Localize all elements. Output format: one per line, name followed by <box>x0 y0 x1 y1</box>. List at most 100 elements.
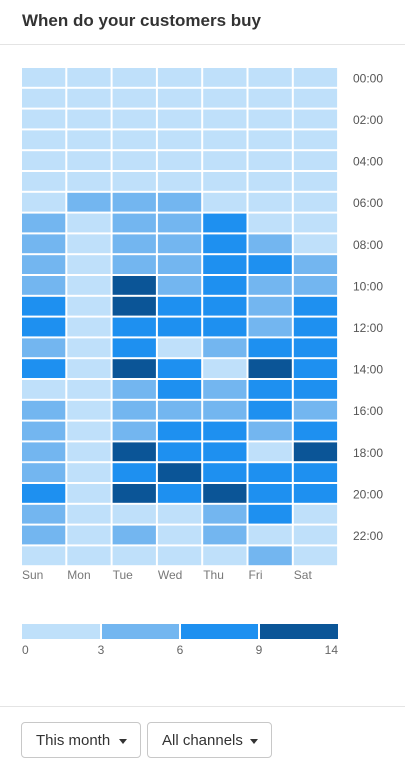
heatmap-cell <box>22 151 66 170</box>
heatmap-cell <box>67 68 111 87</box>
heatmap-cell <box>22 255 66 274</box>
hour-tick-label: 14:00 <box>353 363 383 377</box>
heatmap-cell <box>203 317 247 337</box>
heatmap-cell <box>112 421 156 441</box>
heatmap-cell <box>248 172 292 191</box>
heatmap-cell <box>67 192 111 212</box>
heatmap-cell <box>248 296 292 316</box>
heatmap-cell <box>67 421 111 441</box>
heatmap-cell <box>22 484 66 503</box>
legend-swatch <box>181 624 258 639</box>
heatmap-cell <box>248 151 292 170</box>
heatmap-cell <box>157 276 202 295</box>
heatmap-cell <box>203 68 247 87</box>
heatmap-cell <box>157 421 202 441</box>
heatmap-cell <box>67 504 111 524</box>
heatmap-cell <box>67 546 111 566</box>
heatmap-cell <box>203 338 247 358</box>
card-header: When do your customers buy <box>0 0 405 45</box>
heatmap-cell <box>203 421 247 441</box>
heatmap-cell <box>293 380 338 399</box>
heatmap-cell <box>112 255 156 274</box>
legend-tick-label: 9 <box>256 643 263 657</box>
heatmap-cell <box>67 88 111 108</box>
heatmap-cell <box>293 504 338 524</box>
hour-tick-label: 18:00 <box>353 446 383 460</box>
heatmap-cell <box>248 442 292 462</box>
heatmap-cell <box>112 234 156 254</box>
heatmap-cell <box>293 546 338 566</box>
heatmap-cell <box>22 380 66 399</box>
heatmap-cell <box>203 484 247 503</box>
heatmap-cell <box>293 525 338 545</box>
heatmap-cell <box>157 525 202 545</box>
heatmap-cell <box>112 151 156 170</box>
legend-swatch <box>22 624 100 639</box>
heatmap-cell <box>157 338 202 358</box>
heatmap-cell <box>293 442 338 462</box>
heatmap-cell <box>203 88 247 108</box>
heatmap-cell <box>293 213 338 233</box>
heatmap-cell <box>112 88 156 108</box>
heatmap-cell <box>22 359 66 378</box>
heatmap-cell <box>203 255 247 274</box>
heatmap-cell <box>157 504 202 524</box>
heatmap-cell <box>157 296 202 316</box>
heatmap-cell <box>293 359 338 378</box>
heatmap-cell <box>248 463 292 482</box>
heatmap-cell <box>157 359 202 378</box>
heatmap-cell <box>112 172 156 191</box>
heatmap-cell <box>22 442 66 462</box>
heatmap-cell <box>157 192 202 212</box>
heatmap-cell <box>112 317 156 337</box>
period-dropdown[interactable]: This month <box>21 722 141 758</box>
heatmap-cell <box>112 484 156 503</box>
heatmap-cell <box>157 151 202 170</box>
heatmap-cell <box>22 68 66 87</box>
heatmap-cell <box>293 172 338 191</box>
heatmap-cell <box>157 380 202 399</box>
hour-tick-label: 10:00 <box>353 279 383 293</box>
heatmap-cell <box>293 317 338 337</box>
chevron-down-icon <box>250 739 258 744</box>
heatmap-cell <box>203 296 247 316</box>
heatmap-cell <box>157 317 202 337</box>
hour-tick-label: 06:00 <box>353 196 383 210</box>
heatmap-cell <box>203 151 247 170</box>
heatmap-cell <box>248 338 292 358</box>
heatmap-cell <box>157 109 202 129</box>
heatmap-cell <box>157 546 202 566</box>
heatmap-cell <box>112 442 156 462</box>
day-tick-label: Fri <box>249 568 263 582</box>
hour-tick-label: 16:00 <box>353 404 383 418</box>
heatmap-cell <box>157 442 202 462</box>
heatmap-cell <box>22 400 66 420</box>
heatmap-cell <box>22 421 66 441</box>
heatmap-cell <box>293 338 338 358</box>
heatmap-cell <box>248 546 292 566</box>
heatmap-cell <box>22 317 66 337</box>
heatmap-cell <box>248 68 292 87</box>
heatmap-cell <box>67 525 111 545</box>
heatmap-cell <box>248 380 292 399</box>
heatmap-cell <box>293 296 338 316</box>
heatmap-cell <box>203 276 247 295</box>
heatmap-cell <box>112 338 156 358</box>
heatmap-cell <box>67 130 111 150</box>
heatmap-cell <box>22 546 66 566</box>
heatmap-cell <box>22 525 66 545</box>
channel-dropdown[interactable]: All channels <box>147 722 272 758</box>
heatmap-cell <box>293 255 338 274</box>
heatmap-cell <box>157 400 202 420</box>
heatmap-cell <box>203 380 247 399</box>
heatmap-cell <box>293 463 338 482</box>
day-tick-label: Mon <box>67 568 90 582</box>
heatmap-cell <box>112 109 156 129</box>
legend-tick-label: 3 <box>98 643 105 657</box>
chart-title: When do your customers buy <box>22 11 261 30</box>
filter-bar: This month All channels <box>0 706 405 768</box>
heatmap-cell <box>293 234 338 254</box>
heatmap-cell <box>67 151 111 170</box>
heatmap-cell <box>248 317 292 337</box>
heatmap-cell <box>248 88 292 108</box>
